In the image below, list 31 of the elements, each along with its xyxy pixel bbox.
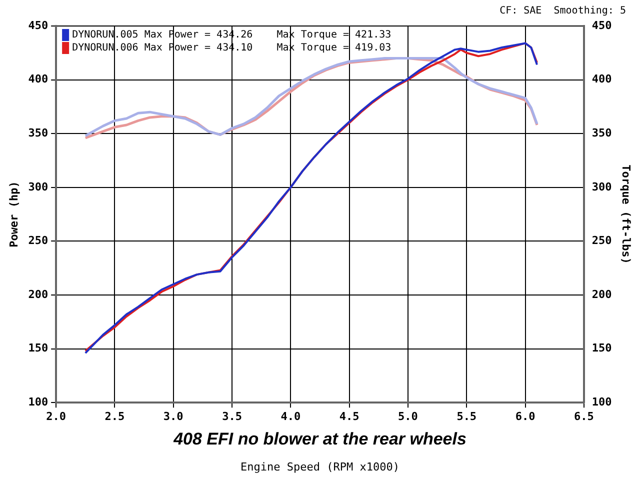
y-tick-label: 100 — [28, 395, 48, 408]
text: 408 EFI no blower at the rear wheels — [172, 429, 466, 448]
y-tick-label: 150 — [28, 342, 48, 355]
y2-tick-label: 200 — [592, 288, 612, 301]
y-tick-label: 200 — [28, 288, 48, 301]
x-tick-label: 5.0 — [398, 410, 418, 424]
x-tick-label: 4.5 — [339, 410, 360, 424]
y-tick-label: 400 — [28, 72, 48, 86]
y2-tick-label: 350 — [592, 126, 612, 140]
y2-tick-label: 450 — [592, 18, 612, 32]
x-tick-label: 3.5 — [222, 410, 242, 424]
text: CF: SAE Smoothing: 5 — [500, 6, 626, 17]
x-tick-label: 6.0 — [515, 410, 536, 424]
y2-tick-label: 250 — [592, 234, 612, 248]
y2-tick-label: 150 — [592, 342, 612, 355]
y-tick-label: 250 — [28, 234, 48, 248]
y-axis-title: Power (hp) — [7, 181, 20, 248]
x-tick-label: 6.5 — [574, 410, 594, 424]
y-tick-label: 450 — [28, 18, 48, 32]
y2-tick-label: 100 — [592, 395, 612, 408]
y2-tick-label: 300 — [592, 180, 612, 194]
x-tick-label: 2.5 — [104, 410, 125, 424]
y-tick-label: 300 — [28, 180, 48, 194]
x-axis-title: Engine Speed (RPM x1000) — [240, 460, 400, 474]
x-tick-label: 2.0 — [46, 410, 66, 424]
x-tick-label: 4.0 — [280, 410, 301, 424]
y-tick-label: 350 — [28, 126, 48, 140]
x-tick-label: 5.5 — [456, 410, 477, 424]
y2-axis-title: Torque (ft-lbs) — [620, 164, 633, 264]
y2-tick-label: 400 — [592, 72, 612, 86]
x-tick-label: 3.0 — [163, 410, 184, 424]
